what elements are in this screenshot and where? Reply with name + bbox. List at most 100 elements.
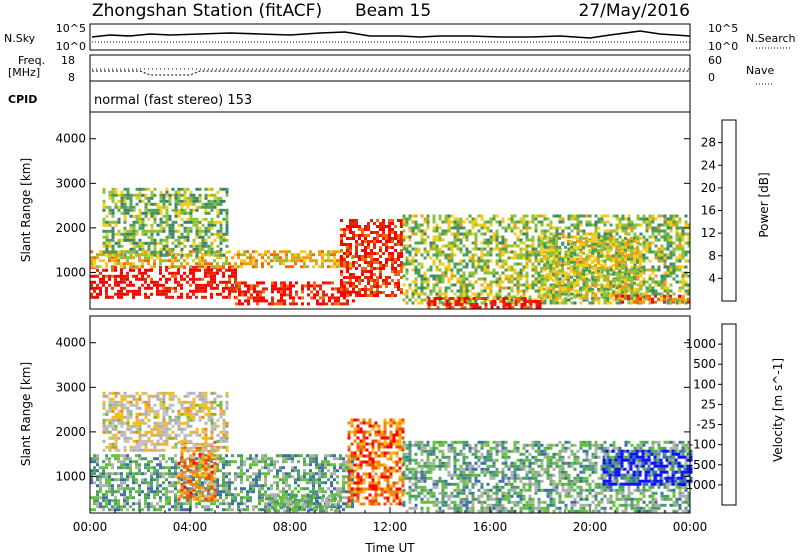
- heatmap-cell: [567, 242, 570, 246]
- heatmap-cell: [483, 262, 487, 266]
- heatmap-cell: [567, 262, 571, 266]
- heatmap-cell: [579, 229, 583, 233]
- heatmap-cell: [225, 193, 229, 197]
- heatmap-cell: [370, 240, 373, 243]
- heatmap-cell: [129, 463, 132, 467]
- heatmap-cell: [606, 257, 609, 261]
- heatmap-cell: [489, 229, 493, 233]
- heatmap-cell: [414, 226, 418, 230]
- heatmap-cell: [105, 229, 109, 233]
- heatmap-cell: [159, 262, 162, 266]
- heatmap-cell: [630, 278, 633, 282]
- heatmap-cell: [99, 250, 102, 254]
- heatmap-cell: [177, 211, 181, 215]
- heatmap-cell: [93, 472, 96, 476]
- heatmap-cell: [681, 294, 684, 298]
- heatmap-cell: [535, 303, 539, 306]
- heatmap-cell: [420, 298, 424, 302]
- heatmap-cell: [370, 288, 373, 291]
- heatmap-cell: [459, 277, 463, 281]
- heatmap-cell: [159, 265, 162, 269]
- heatmap-cell: [234, 475, 237, 479]
- heatmap-cell: [681, 277, 685, 281]
- heatmap-cell: [186, 253, 190, 257]
- heatmap-cell: [402, 235, 406, 239]
- heatmap-cell: [570, 283, 574, 287]
- heatmap-cell: [259, 293, 262, 297]
- heatmap-cell: [408, 217, 412, 221]
- heatmap-cell: [663, 294, 666, 298]
- heatmap-cell: [156, 205, 160, 209]
- heatmap-cell: [141, 217, 145, 221]
- heatmap-cell: [570, 248, 573, 252]
- heatmap-cell: [567, 278, 570, 282]
- heatmap-cell: [153, 247, 157, 251]
- heatmap-cell: [96, 283, 99, 287]
- heatmap-cell: [168, 259, 171, 263]
- heatmap-cell: [454, 303, 458, 306]
- heatmap-cell: [307, 302, 310, 306]
- heatmap-cell: [102, 469, 105, 473]
- heatmap-cell: [340, 240, 343, 243]
- heatmap-cell: [669, 238, 673, 242]
- heatmap-cell: [132, 487, 135, 491]
- heatmap-cell: [210, 292, 213, 296]
- heatmap-cell: [147, 187, 151, 191]
- heatmap-cell: [207, 508, 210, 512]
- heatmap-cell: [195, 505, 198, 509]
- heatmap-cell: [150, 487, 153, 491]
- heatmap-cell: [498, 223, 502, 227]
- heatmap-cell: [474, 235, 478, 239]
- heatmap-cell: [510, 250, 514, 254]
- heatmap-cell: [534, 280, 538, 284]
- heatmap-cell: [117, 208, 121, 212]
- heatmap-cell: [312, 490, 315, 494]
- heatmap-cell: [388, 237, 391, 240]
- heatmap-cell: [570, 251, 573, 255]
- heatmap-cell: [669, 235, 673, 239]
- heatmap-cell: [681, 283, 685, 287]
- heatmap-cell: [156, 484, 159, 488]
- heatmap-cell: [315, 505, 318, 509]
- heatmap-cell: [540, 239, 543, 243]
- heatmap-cell: [447, 247, 451, 251]
- heatmap-cell: [120, 196, 124, 200]
- heatmap-cell: [138, 247, 142, 251]
- heatmap-cell: [651, 235, 655, 239]
- heatmap-cell: [105, 223, 109, 227]
- heatmap-cell: [117, 229, 121, 233]
- heatmap-cell: [570, 260, 573, 264]
- heatmap-cell: [295, 290, 298, 294]
- heatmap-cell: [349, 279, 352, 282]
- heatmap-cell: [180, 241, 184, 245]
- heatmap-cell: [120, 466, 123, 470]
- heatmap-cell: [99, 466, 102, 470]
- heatmap-cell: [174, 502, 177, 506]
- heatmap-cell: [537, 289, 541, 293]
- heatmap-cell: [327, 487, 330, 491]
- heatmap-cell: [156, 283, 159, 287]
- heatmap-cell: [468, 280, 472, 284]
- heatmap-cell: [466, 297, 470, 300]
- heatmap-cell: [444, 289, 448, 293]
- heatmap-cell: [471, 232, 475, 236]
- heatmap-cell: [385, 258, 388, 261]
- heatmap-cell: [420, 253, 424, 257]
- heatmap-cell: [573, 260, 576, 264]
- heatmap-cell: [519, 256, 523, 260]
- heatmap-cell: [222, 235, 226, 239]
- heatmap-cell: [105, 466, 108, 470]
- heatmap-cell: [636, 217, 640, 221]
- heatmap-cell: [546, 266, 549, 270]
- heatmap-cell: [174, 460, 177, 464]
- heatmap-cell: [612, 235, 616, 239]
- heatmap-cell: [225, 280, 228, 284]
- heatmap-cell: [615, 251, 618, 255]
- heatmap-cell: [654, 280, 658, 284]
- heatmap-cell: [522, 283, 526, 287]
- heatmap-cell: [525, 220, 529, 224]
- heatmap-cell: [627, 217, 631, 221]
- heatmap-cell: [99, 292, 102, 296]
- heatmap-cell: [168, 250, 171, 254]
